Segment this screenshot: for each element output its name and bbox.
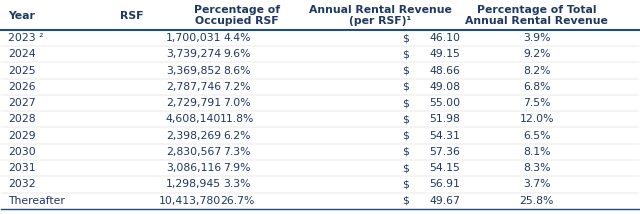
Text: 2032: 2032 — [8, 179, 35, 189]
Text: 4,608,140: 4,608,140 — [166, 114, 221, 124]
Text: $: $ — [403, 114, 409, 124]
Text: 8.3%: 8.3% — [523, 163, 550, 173]
Text: 3,086,116: 3,086,116 — [166, 163, 221, 173]
Text: 2,830,567: 2,830,567 — [166, 147, 221, 157]
Text: $: $ — [403, 131, 409, 141]
Text: 2029: 2029 — [8, 131, 35, 141]
Text: 9.6%: 9.6% — [223, 49, 251, 59]
Text: $: $ — [403, 65, 409, 76]
Text: 7.2%: 7.2% — [223, 82, 251, 92]
Text: 57.36: 57.36 — [429, 147, 460, 157]
Text: 3.7%: 3.7% — [523, 179, 550, 189]
Text: 7.5%: 7.5% — [523, 98, 550, 108]
Text: 7.0%: 7.0% — [223, 98, 251, 108]
Text: 56.91: 56.91 — [429, 179, 460, 189]
Text: Annual Rental Revenue
(per RSF)¹: Annual Rental Revenue (per RSF)¹ — [309, 5, 452, 27]
Text: 2025: 2025 — [8, 65, 35, 76]
Text: $: $ — [403, 33, 409, 43]
Text: 10,413,780: 10,413,780 — [159, 196, 221, 206]
Text: Year: Year — [8, 11, 35, 21]
Text: 2027: 2027 — [8, 98, 35, 108]
Text: 8.6%: 8.6% — [223, 65, 251, 76]
Text: Percentage of
Occupied RSF: Percentage of Occupied RSF — [194, 5, 280, 27]
Text: 3.3%: 3.3% — [223, 179, 251, 189]
Text: 3,739,274: 3,739,274 — [166, 49, 221, 59]
Text: 2030: 2030 — [8, 147, 35, 157]
Text: $: $ — [403, 82, 409, 92]
Text: 2028: 2028 — [8, 114, 35, 124]
Text: 2,787,746: 2,787,746 — [166, 82, 221, 92]
Text: 4.4%: 4.4% — [223, 33, 251, 43]
Text: 7.3%: 7.3% — [223, 147, 251, 157]
Text: 2023 ²: 2023 ² — [8, 33, 44, 43]
Text: 49.08: 49.08 — [429, 82, 460, 92]
Text: 1,298,945: 1,298,945 — [166, 179, 221, 189]
Text: 3,369,852: 3,369,852 — [166, 65, 221, 76]
Text: 2026: 2026 — [8, 82, 35, 92]
Text: 49.67: 49.67 — [429, 196, 460, 206]
Text: RSF: RSF — [120, 11, 144, 21]
Text: 2,729,791: 2,729,791 — [166, 98, 221, 108]
Text: 2031: 2031 — [8, 163, 35, 173]
Text: 12.0%: 12.0% — [520, 114, 554, 124]
Text: 51.98: 51.98 — [429, 114, 460, 124]
Text: 25.8%: 25.8% — [520, 196, 554, 206]
Text: 6.8%: 6.8% — [523, 82, 550, 92]
Text: 48.66: 48.66 — [429, 65, 460, 76]
Text: 49.15: 49.15 — [429, 49, 460, 59]
Text: 8.2%: 8.2% — [523, 65, 550, 76]
Text: 3.9%: 3.9% — [523, 33, 550, 43]
Text: $: $ — [403, 49, 409, 59]
Text: Thereafter: Thereafter — [8, 196, 65, 206]
Text: 1,700,031: 1,700,031 — [166, 33, 221, 43]
Text: 46.10: 46.10 — [429, 33, 460, 43]
Text: $: $ — [403, 163, 409, 173]
Text: 9.2%: 9.2% — [523, 49, 550, 59]
Text: 2024: 2024 — [8, 49, 35, 59]
Text: 54.15: 54.15 — [429, 163, 460, 173]
Text: Percentage of Total
Annual Rental Revenue: Percentage of Total Annual Rental Revenu… — [465, 5, 608, 27]
Text: 55.00: 55.00 — [429, 98, 460, 108]
Text: 2,398,269: 2,398,269 — [166, 131, 221, 141]
Text: 11.8%: 11.8% — [220, 114, 254, 124]
Text: $: $ — [403, 98, 409, 108]
Text: $: $ — [403, 147, 409, 157]
Text: $: $ — [403, 179, 409, 189]
Text: $: $ — [403, 196, 409, 206]
Text: 54.31: 54.31 — [429, 131, 460, 141]
Text: 8.1%: 8.1% — [523, 147, 550, 157]
Text: 7.9%: 7.9% — [223, 163, 251, 173]
Text: 6.2%: 6.2% — [223, 131, 251, 141]
Text: 26.7%: 26.7% — [220, 196, 254, 206]
Text: 6.5%: 6.5% — [523, 131, 550, 141]
